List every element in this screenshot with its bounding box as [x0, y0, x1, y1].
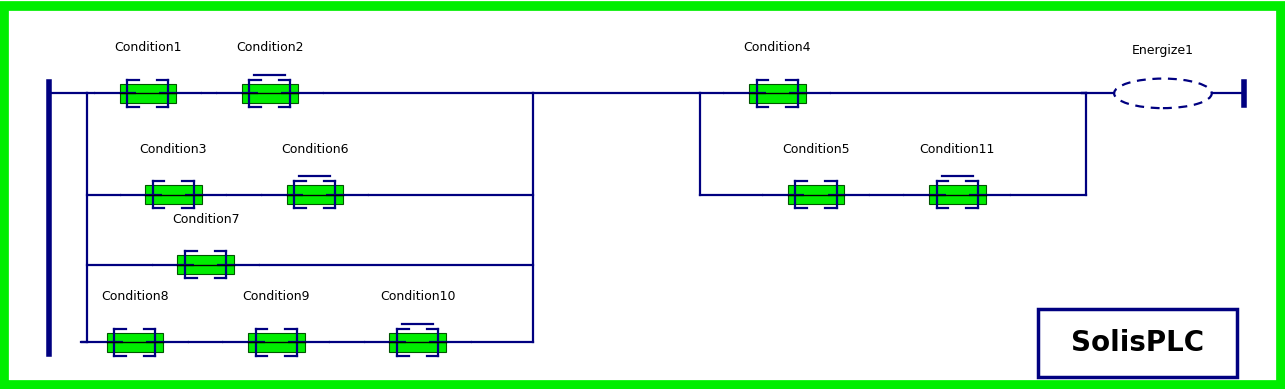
FancyBboxPatch shape — [929, 185, 986, 204]
Text: Condition11: Condition11 — [920, 143, 995, 156]
FancyBboxPatch shape — [177, 255, 234, 274]
FancyBboxPatch shape — [145, 185, 202, 204]
FancyBboxPatch shape — [389, 333, 446, 352]
Text: Condition5: Condition5 — [783, 143, 849, 156]
Text: Condition4: Condition4 — [744, 42, 811, 54]
FancyBboxPatch shape — [120, 84, 176, 103]
FancyBboxPatch shape — [248, 333, 305, 352]
Text: Condition6: Condition6 — [281, 143, 348, 156]
Text: Condition8: Condition8 — [102, 291, 168, 303]
Text: Condition7: Condition7 — [172, 213, 239, 226]
FancyBboxPatch shape — [749, 84, 806, 103]
Text: SolisPLC: SolisPLC — [1072, 329, 1204, 357]
FancyBboxPatch shape — [107, 333, 163, 352]
Text: Condition3: Condition3 — [140, 143, 207, 156]
Text: Condition2: Condition2 — [236, 42, 303, 54]
FancyBboxPatch shape — [1038, 309, 1237, 377]
Text: Condition1: Condition1 — [114, 42, 181, 54]
FancyBboxPatch shape — [788, 185, 844, 204]
Text: Energize1: Energize1 — [1132, 44, 1194, 57]
FancyBboxPatch shape — [242, 84, 298, 103]
FancyBboxPatch shape — [287, 185, 343, 204]
Text: Condition10: Condition10 — [380, 291, 455, 303]
Text: Condition9: Condition9 — [243, 291, 310, 303]
